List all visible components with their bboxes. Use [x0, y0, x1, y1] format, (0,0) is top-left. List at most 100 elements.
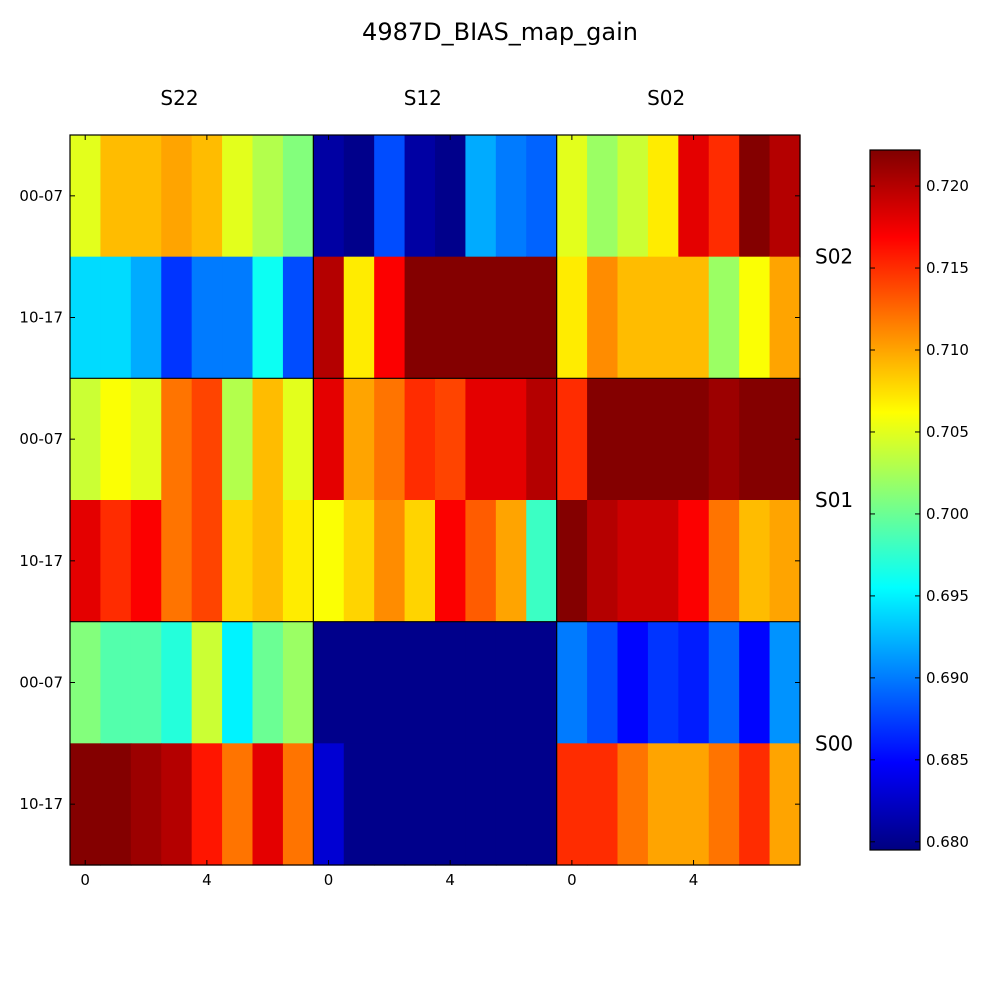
heatmap-cell: [374, 135, 406, 258]
heatmap-cell: [343, 135, 375, 258]
heatmap-cell: [130, 135, 162, 258]
heatmap-cell: [678, 378, 710, 501]
heatmap-cell: [100, 135, 132, 258]
heatmap-cell: [100, 256, 132, 379]
block-divider-lines: [69, 134, 801, 866]
heatmap-cell: [222, 135, 254, 258]
heatmap-cell: [161, 500, 193, 623]
row-group-label: S01: [815, 488, 853, 512]
colorbar-tick-label: 0.700: [926, 505, 969, 523]
heatmap-cell: [678, 743, 710, 866]
row-label: 00-07: [19, 187, 63, 205]
heatmap-cell: [161, 743, 193, 866]
heatmap-cell: [739, 621, 771, 744]
heatmap-cell: [404, 378, 436, 501]
heatmap-cell: [374, 500, 406, 623]
column-group-label: S12: [404, 86, 442, 110]
heatmap-cell: [587, 378, 619, 501]
heatmap-cell: [647, 256, 679, 379]
heatmap-cell: [70, 378, 102, 501]
heatmap-cell: [495, 256, 527, 379]
heatmap-cell: [222, 378, 254, 501]
heatmap-cell: [678, 621, 710, 744]
heatmap-cell: [617, 256, 649, 379]
heatmap-cell: [161, 256, 193, 379]
heatmap-cell: [191, 743, 223, 866]
colorbar-tick-label: 0.680: [926, 833, 969, 851]
x-tick-label: 4: [202, 871, 212, 889]
heatmap-cell: [739, 378, 771, 501]
heatmap-cell: [374, 621, 406, 744]
heatmap-cell: [161, 378, 193, 501]
row-group-label: S02: [815, 245, 853, 269]
heatmap-cell: [495, 621, 527, 744]
plot-frame: [69, 134, 801, 866]
heatmap-cell: [495, 378, 527, 501]
heatmap-cell: [252, 743, 284, 866]
heatmap-cell: [465, 256, 497, 379]
heatmap-cell: [556, 743, 588, 866]
heatmap-cell: [526, 378, 558, 501]
heatmap-cell: [678, 256, 710, 379]
heatmap-cell: [313, 135, 345, 258]
heatmap-cell: [343, 500, 375, 623]
heatmap-cell: [556, 135, 588, 258]
heatmap-cell: [708, 500, 740, 623]
heatmap-cell: [678, 500, 710, 623]
row-group-label: S00: [815, 731, 853, 755]
heatmap-cell: [252, 256, 284, 379]
heatmap-cell: [526, 500, 558, 623]
heatmap-cell: [313, 378, 345, 501]
x-tick-label: 0: [567, 871, 577, 889]
heatmap-cell: [435, 135, 467, 258]
heatmap-cell: [222, 621, 254, 744]
heatmap-cell: [708, 621, 740, 744]
colorbar-gradient: [869, 149, 921, 851]
column-group-label: S22: [160, 86, 198, 110]
heatmap-cell: [739, 256, 771, 379]
heatmap-cell: [191, 621, 223, 744]
heatmap-cell: [587, 256, 619, 379]
heatmap-cell: [465, 500, 497, 623]
heatmap-cell: [191, 500, 223, 623]
axis-ticks: 0 4 0 4 0 4: [70, 135, 800, 889]
heatmap-cell: [708, 135, 740, 258]
heatmap-cell: [282, 621, 314, 744]
x-tick-label: 4: [445, 871, 455, 889]
heatmap-cell: [465, 743, 497, 866]
heatmap-cell: [526, 256, 558, 379]
column-group-label: S02: [647, 86, 685, 110]
heatmap-cell: [282, 743, 314, 866]
heatmap-cell: [404, 743, 436, 866]
heatmap-cell: [191, 256, 223, 379]
column-group-labels: S22 S12 S02: [160, 86, 685, 110]
heatmap-cell: [70, 256, 102, 379]
heatmap-cell: [435, 256, 467, 379]
row-label: 00-07: [19, 674, 63, 692]
heatmap-cell: [435, 500, 467, 623]
heatmap-cell: [313, 621, 345, 744]
heatmap-cell: [282, 135, 314, 258]
heatmap-cell: [647, 743, 679, 866]
colorbar-tick-label: 0.715: [926, 259, 969, 277]
heatmap-cell: [404, 256, 436, 379]
heatmap-cell: [587, 500, 619, 623]
heatmap-cell: [526, 743, 558, 866]
heatmap-cell: [617, 621, 649, 744]
chart-title: 4987D_BIAS_map_gain: [362, 18, 638, 46]
heatmap-cell: [130, 256, 162, 379]
heatmap-cell: [313, 743, 345, 866]
heatmap-cell: [647, 135, 679, 258]
heatmap-cell: [435, 378, 467, 501]
heatmap-cell: [222, 743, 254, 866]
heatmap-cell: [556, 378, 588, 501]
heatmap-cell: [556, 256, 588, 379]
colorbar-tick-label: 0.685: [926, 751, 969, 769]
row-group-labels: S02 S01 S00: [815, 245, 853, 756]
heatmap-cell: [130, 743, 162, 866]
colorbar-tick-label: 0.705: [926, 423, 969, 441]
heatmap-cell: [647, 621, 679, 744]
heatmap-cell: [465, 135, 497, 258]
heatmap-cell: [191, 378, 223, 501]
colorbar-tick-label: 0.710: [926, 341, 969, 359]
